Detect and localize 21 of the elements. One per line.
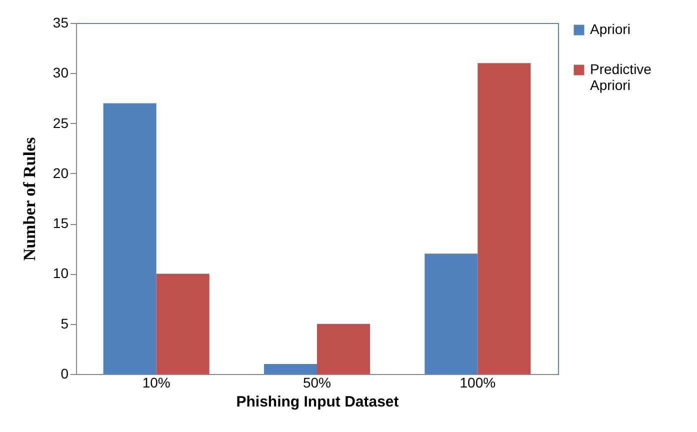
bar bbox=[156, 274, 210, 374]
x-tick-label: 100% bbox=[460, 374, 496, 390]
x-tick-label: 10% bbox=[142, 374, 170, 390]
y-tick-label: 30 bbox=[52, 64, 69, 81]
bar bbox=[264, 364, 317, 374]
y-tick-label: 5 bbox=[60, 315, 69, 332]
y-axis-title: Number of Rules bbox=[20, 136, 39, 261]
y-tick-label: 0 bbox=[60, 366, 69, 382]
bar bbox=[317, 324, 370, 374]
y-tick-label: 20 bbox=[52, 164, 69, 181]
x-tick-label: 50% bbox=[302, 374, 332, 390]
legend-label: Predictive Apriori bbox=[590, 61, 652, 93]
y-tick-label: 15 bbox=[52, 215, 69, 232]
y-tick-label: 35 bbox=[52, 14, 69, 30]
y-tick-label: 25 bbox=[52, 114, 69, 131]
y-tick-label: 10 bbox=[52, 265, 69, 282]
legend-label: Apriori bbox=[590, 21, 630, 37]
bar bbox=[478, 63, 531, 374]
x-axis-title: Phishing Input Dataset bbox=[236, 394, 399, 410]
bar bbox=[103, 103, 156, 374]
bar bbox=[424, 254, 478, 374]
